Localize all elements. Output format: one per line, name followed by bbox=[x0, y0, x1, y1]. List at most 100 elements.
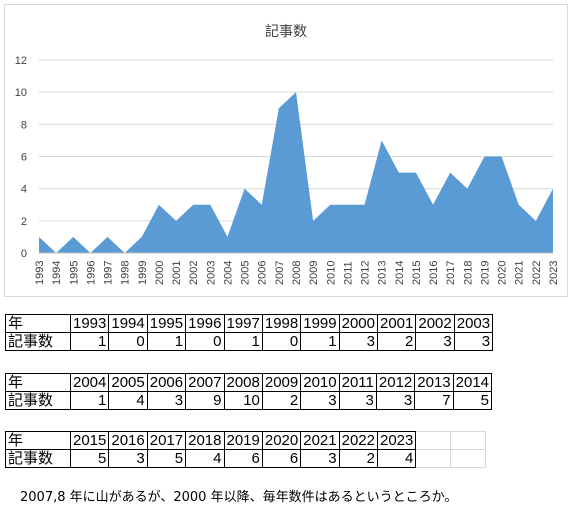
x-tick-label: 2005 bbox=[240, 261, 252, 285]
count-cell: 5 bbox=[146, 449, 187, 468]
y-tick-label: 8 bbox=[21, 119, 27, 131]
year-cell: 2023 bbox=[376, 431, 417, 450]
year-cell: 2006 bbox=[146, 373, 187, 392]
count-cell: 3 bbox=[415, 332, 455, 351]
year-cell: 2011 bbox=[338, 373, 377, 392]
x-tick-label: 2010 bbox=[325, 261, 337, 285]
x-tick-label: 1996 bbox=[85, 261, 97, 285]
count-cell: 3 bbox=[338, 391, 377, 410]
x-tick-label: 2018 bbox=[462, 261, 474, 285]
count-cell: 9 bbox=[185, 391, 225, 410]
year-cell: 1994 bbox=[108, 314, 148, 333]
x-tick-label: 2016 bbox=[428, 261, 440, 285]
count-cell: 2 bbox=[338, 449, 379, 468]
x-tick-label: 1997 bbox=[103, 261, 115, 285]
count-cell: 4 bbox=[185, 449, 225, 468]
x-tick-label: 2012 bbox=[360, 261, 372, 285]
count-cell: 4 bbox=[108, 391, 148, 410]
count-cell: 6 bbox=[223, 449, 263, 468]
year-cell: 2017 bbox=[146, 431, 187, 450]
note-text: 2007,8 年に山があるが、2000 年以降、毎年数件はあるというところか。 bbox=[20, 490, 458, 505]
x-tick-label: 1999 bbox=[137, 261, 149, 285]
data-table: 年 1993 1994 1995 1996 1997 1998 1999 2000 2001 200… bbox=[5, 314, 494, 351]
count-cell: 1 bbox=[223, 332, 263, 351]
count-cell: 6 bbox=[261, 449, 302, 468]
chart-area: 記事数 0 2 4 6 8 10 12 1993 1994 1995 1996 1997 1998 1999… bbox=[4, 4, 568, 297]
empty-cell bbox=[450, 431, 487, 450]
x-tick-label: 2021 bbox=[514, 261, 526, 285]
count-cell: 0 bbox=[185, 332, 225, 351]
year-cell: 2022 bbox=[338, 431, 379, 450]
x-tick-label: 2022 bbox=[531, 261, 543, 285]
year-cell: 2020 bbox=[261, 431, 302, 450]
data-table: 年 2015 2016 2017 2018 2019 2020 2021 2022 2023 記事数… bbox=[5, 431, 487, 468]
count-cell: 3 bbox=[375, 391, 416, 410]
x-tick-label: 2017 bbox=[445, 261, 457, 285]
count-cell: 2 bbox=[261, 391, 302, 410]
year-cell: 2009 bbox=[261, 373, 302, 392]
x-tick-label: 2013 bbox=[377, 261, 389, 285]
year-cell: 2015 bbox=[69, 431, 110, 450]
year-cell: 2001 bbox=[376, 314, 417, 333]
count-cell: 3 bbox=[146, 391, 187, 410]
year-cell: 2013 bbox=[414, 373, 454, 392]
empty-cell bbox=[415, 431, 452, 450]
x-tick-label: 1994 bbox=[51, 261, 63, 285]
chart-title: 記事数 bbox=[265, 23, 307, 40]
row-header-count: 記事数 bbox=[5, 391, 71, 410]
x-tick-label: 1995 bbox=[68, 261, 80, 285]
x-tick-label: 2011 bbox=[342, 261, 354, 285]
year-cell: 2007 bbox=[185, 373, 225, 392]
year-cell: 1998 bbox=[261, 314, 302, 333]
row-header-year: 年 bbox=[5, 373, 71, 392]
count-cell: 5 bbox=[69, 449, 110, 468]
row-header-count: 記事数 bbox=[5, 332, 71, 351]
count-cell: 4 bbox=[376, 449, 417, 468]
y-tick-label: 6 bbox=[21, 152, 27, 164]
year-cell: 1999 bbox=[300, 314, 340, 333]
x-tick-label: 2003 bbox=[205, 261, 217, 285]
table-row-year: 年 2004 2005 2006 2007 2008 2009 2010 2011 2012 201… bbox=[5, 373, 493, 392]
y-tick-label: 12 bbox=[15, 55, 27, 67]
table-row-count: 記事数 5 3 5 4 6 6 3 2 4 bbox=[5, 449, 487, 468]
x-tick-label: 2019 bbox=[479, 261, 491, 285]
x-tick-label: 1998 bbox=[120, 261, 132, 285]
x-tick-label: 2020 bbox=[497, 261, 509, 285]
year-cell: 2003 bbox=[453, 314, 494, 333]
count-cell: 1 bbox=[69, 391, 110, 410]
y-tick-label: 0 bbox=[21, 248, 27, 260]
year-cell: 2018 bbox=[185, 431, 225, 450]
x-tick-label: 2014 bbox=[394, 261, 406, 285]
table-row-count: 記事数 1 4 3 9 10 2 3 3 3 7 5 bbox=[5, 391, 493, 410]
x-tick-label: 2000 bbox=[154, 261, 166, 285]
year-cell: 2005 bbox=[108, 373, 148, 392]
year-cell: 2000 bbox=[338, 314, 379, 333]
count-cell: 0 bbox=[108, 332, 148, 351]
table-row-year: 年 2015 2016 2017 2018 2019 2020 2021 2022 2023 bbox=[5, 431, 487, 450]
x-tick-label: 2008 bbox=[291, 261, 303, 285]
x-tick-label: 2002 bbox=[188, 261, 200, 285]
row-header-count: 記事数 bbox=[5, 449, 71, 468]
table-row-count: 記事数 1 0 1 0 1 0 1 3 2 3 3 bbox=[5, 332, 494, 351]
year-cell: 2002 bbox=[415, 314, 455, 333]
x-tick-label: 2007 bbox=[274, 261, 286, 285]
area-chart: 記事数 0 2 4 6 8 10 12 1993 1994 1995 1996 1997 1998 1999… bbox=[15, 23, 560, 285]
count-cell: 3 bbox=[453, 332, 494, 351]
row-header-year: 年 bbox=[5, 314, 71, 333]
count-cell: 3 bbox=[300, 449, 340, 468]
empty-cell bbox=[450, 449, 487, 468]
area-series bbox=[39, 92, 553, 254]
year-cell: 1996 bbox=[185, 314, 225, 333]
count-cell: 3 bbox=[300, 391, 340, 410]
count-cell: 5 bbox=[452, 391, 493, 410]
count-cell: 3 bbox=[338, 332, 379, 351]
year-cell: 2016 bbox=[108, 431, 148, 450]
row-header-year: 年 bbox=[5, 431, 71, 450]
count-cell: 0 bbox=[261, 332, 302, 351]
count-cell: 3 bbox=[108, 449, 148, 468]
x-tick-label: 2001 bbox=[171, 261, 183, 285]
count-cell: 1 bbox=[69, 332, 110, 351]
year-cell: 2010 bbox=[300, 373, 340, 392]
x-tick-label: 1993 bbox=[34, 261, 46, 285]
count-cell: 1 bbox=[300, 332, 340, 351]
